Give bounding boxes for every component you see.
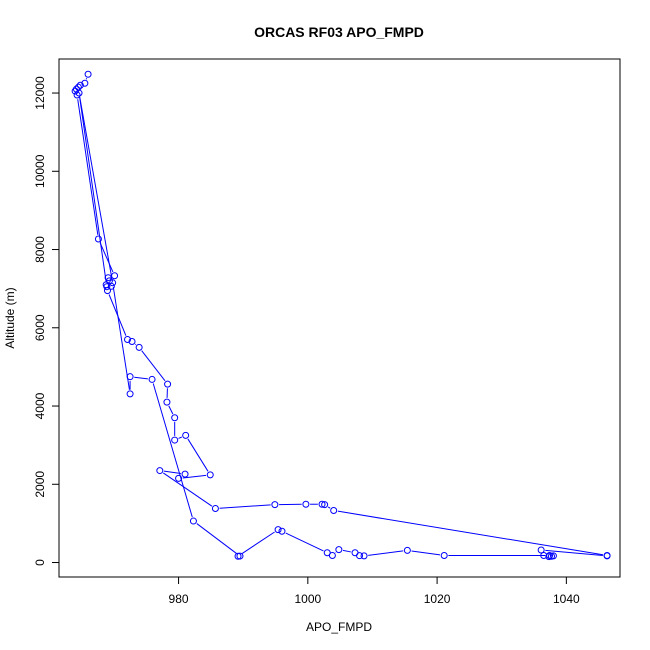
series-segment: [163, 472, 213, 507]
data-point: [84, 70, 92, 78]
data-point: [351, 549, 359, 557]
data-point: [163, 398, 171, 406]
data-point: [128, 337, 136, 345]
data-point: [546, 551, 554, 559]
y-tick-label: 6000: [33, 314, 47, 341]
y-tick-label: 2000: [33, 471, 47, 498]
series-segment: [219, 504, 271, 509]
data-point: [549, 552, 557, 560]
data-point: [271, 501, 279, 509]
chart-title: ORCAS RF03 APO_FMPD: [254, 24, 424, 40]
series-segment: [152, 383, 193, 518]
data-point: [206, 471, 214, 479]
series-lines: [77, 78, 604, 556]
series-points: [71, 70, 611, 561]
data-point: [171, 436, 179, 444]
data-point: [148, 375, 156, 383]
series-segment: [141, 350, 166, 382]
series-segment: [337, 510, 604, 556]
series-segment: [77, 99, 99, 235]
series-segment: [327, 506, 331, 509]
series-segment: [134, 343, 137, 346]
x-tick-label: 1020: [424, 592, 451, 606]
data-point: [126, 390, 134, 398]
series-segment: [285, 532, 324, 552]
plot-frame: [58, 58, 621, 578]
data-point: [109, 279, 117, 287]
series-segment: [368, 550, 404, 556]
data-point: [103, 287, 111, 295]
data-point: [171, 414, 179, 422]
data-point: [81, 79, 89, 87]
data-point: [94, 235, 102, 243]
y-tick-label: 10000: [33, 154, 47, 188]
series-segment: [182, 474, 207, 479]
data-point: [156, 467, 164, 475]
data-point: [107, 282, 115, 290]
series-segment: [134, 376, 148, 380]
y-tick-label: 8000: [33, 236, 47, 263]
x-tick-label: 980: [169, 592, 189, 606]
series-segment: [187, 438, 209, 472]
data-point: [104, 274, 112, 282]
data-point: [75, 89, 83, 97]
y-ticks: 0 2000 4000 6000 8000 10000 12000: [33, 76, 59, 566]
series-segment: [168, 405, 174, 415]
data-point: [318, 500, 326, 508]
data-point: [71, 87, 79, 95]
series-segment: [545, 549, 603, 556]
x-ticks: 980 1000 1020 1040: [169, 577, 580, 606]
data-point: [321, 501, 329, 509]
y-axis-label: Altitude (m): [3, 287, 17, 348]
data-point: [182, 431, 190, 439]
series-segment: [163, 470, 181, 475]
data-point: [135, 343, 143, 351]
series-segment: [411, 550, 441, 556]
y-tick-label: 4000: [33, 392, 47, 419]
series-segment: [99, 242, 114, 273]
data-point: [537, 546, 545, 554]
data-point: [111, 272, 119, 280]
series-segment: [112, 286, 130, 390]
y-tick-label: 12000: [33, 76, 47, 110]
data-point: [440, 551, 448, 559]
data-point: [274, 526, 282, 534]
data-point: [335, 546, 343, 554]
data-point: [236, 552, 244, 560]
data-point: [403, 546, 411, 554]
data-point: [103, 283, 111, 291]
series-segment: [196, 523, 237, 554]
x-axis-label: APO_FMPD: [306, 620, 372, 634]
series-segment: [178, 436, 183, 439]
series-segment: [241, 531, 275, 555]
data-point: [323, 549, 331, 557]
data-point: [73, 91, 81, 99]
data-point: [189, 517, 197, 525]
y-tick-label: 0: [33, 559, 47, 566]
data-point: [126, 373, 134, 381]
data-point: [603, 552, 611, 560]
data-point: [181, 470, 189, 478]
data-point: [211, 505, 219, 513]
data-point: [164, 380, 172, 388]
data-point: [175, 474, 183, 482]
data-point: [330, 506, 338, 514]
data-point: [360, 552, 368, 560]
data-point: [76, 81, 84, 89]
data-point: [278, 527, 286, 535]
x-tick-label: 1000: [294, 592, 321, 606]
x-tick-label: 1040: [553, 592, 580, 606]
data-point: [302, 500, 310, 508]
data-point: [124, 336, 132, 344]
series-segment: [342, 549, 351, 553]
series-segment: [79, 97, 107, 283]
series-segment: [79, 97, 113, 279]
